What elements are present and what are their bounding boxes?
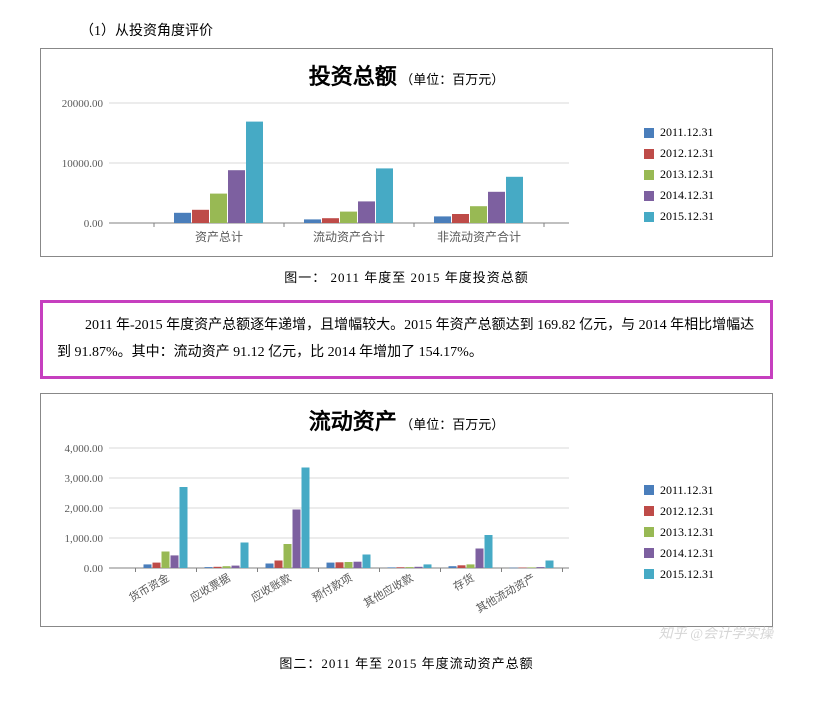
legend-label: 2014.12.31: [660, 188, 714, 203]
legend-label: 2013.12.31: [660, 525, 714, 540]
svg-text:预付款项: 预付款项: [309, 571, 354, 605]
svg-text:非流动资产合计: 非流动资产合计: [437, 229, 521, 244]
legend-swatch: [644, 527, 654, 537]
svg-text:应收票据: 应收票据: [187, 571, 232, 605]
legend-item: 2014.12.31: [644, 188, 764, 203]
svg-text:流动资产合计: 流动资产合计: [313, 229, 385, 244]
legend-item: 2013.12.31: [644, 167, 764, 182]
svg-text:20000.00: 20000.00: [62, 98, 104, 110]
legend-item: 2012.12.31: [644, 146, 764, 161]
legend-label: 2015.12.31: [660, 209, 714, 224]
legend-item: 2015.12.31: [644, 567, 764, 582]
watermark: 知乎 @会计学实操: [40, 623, 773, 643]
highlight-text: 2011 年-2015 年度资产总额逐年递增，且增幅较大。2015 年资产总额达…: [40, 300, 773, 379]
legend-item: 2015.12.31: [644, 209, 764, 224]
svg-text:1,000.00: 1,000.00: [65, 533, 104, 545]
legend-label: 2012.12.31: [660, 504, 714, 519]
legend-label: 2015.12.31: [660, 567, 714, 582]
svg-text:10000.00: 10000.00: [62, 158, 104, 170]
chart1-title: 投资总额: [309, 64, 397, 89]
section-heading: （1）从投资角度评价: [80, 20, 773, 40]
chart2-legend: 2011.12.31 2012.12.31 2013.12.31 2014.12.31…: [636, 442, 764, 622]
legend-item: 2012.12.31: [644, 504, 764, 519]
svg-text:0.00: 0.00: [84, 218, 104, 230]
legend-label: 2011.12.31: [660, 125, 714, 140]
chart1-title-row: 投资总额 （单位：百万元）: [49, 59, 764, 91]
legend-swatch: [644, 485, 654, 495]
svg-text:资产总计: 资产总计: [195, 230, 243, 244]
svg-text:存货: 存货: [450, 571, 476, 594]
legend-swatch: [644, 128, 654, 138]
legend-item: 2011.12.31: [644, 483, 764, 498]
svg-text:其他流动资产: 其他流动资产: [473, 571, 537, 616]
svg-text:3,000.00: 3,000.00: [65, 473, 104, 485]
chart1-panel: 投资总额 （单位：百万元） 0.00 10000.00 20000.00 资产总计 流动…: [40, 48, 773, 257]
svg-text:其他应收款: 其他应收款: [361, 571, 416, 611]
chart1-subtitle: （单位：百万元）: [400, 72, 504, 87]
chart2-title-row: 流动资产 （单位：百万元）: [49, 404, 764, 436]
legend-label: 2014.12.31: [660, 546, 714, 561]
chart2-caption: 图二：2011 年至 2015 年度流动资产总额: [40, 653, 773, 672]
legend-swatch: [644, 506, 654, 516]
svg-text:应收账款: 应收账款: [248, 571, 293, 605]
svg-text:货币资金: 货币资金: [126, 571, 171, 605]
chart1-legend: 2011.12.31 2012.12.31 2013.12.31 2014.12.31…: [636, 97, 764, 252]
legend-label: 2012.12.31: [660, 146, 714, 161]
svg-text:4,000.00: 4,000.00: [65, 443, 104, 455]
legend-item: 2014.12.31: [644, 546, 764, 561]
legend-swatch: [644, 212, 654, 222]
chart2-subtitle: （单位：百万元）: [400, 417, 504, 432]
chart2-plot: 0.00 1,000.00 2,000.00 3,000.00 4,000.00 货币资金…: [49, 442, 636, 622]
legend-item: 2011.12.31: [644, 125, 764, 140]
legend-item: 2013.12.31: [644, 525, 764, 540]
svg-text:0.00: 0.00: [84, 563, 104, 575]
svg-text:2,000.00: 2,000.00: [65, 503, 104, 515]
chart1-caption: 图一： 2011 年度至 2015 年度投资总额: [40, 267, 773, 286]
legend-swatch: [644, 149, 654, 159]
chart2-panel: 流动资产 （单位：百万元） 0.00 1,000.00 2,000.00 3,000.…: [40, 393, 773, 627]
legend-swatch: [644, 170, 654, 180]
legend-swatch: [644, 191, 654, 201]
chart2-title: 流动资产: [309, 409, 397, 434]
legend-label: 2013.12.31: [660, 167, 714, 182]
legend-swatch: [644, 569, 654, 579]
legend-swatch: [644, 548, 654, 558]
chart1-plot: 0.00 10000.00 20000.00 资产总计 流动资产合计 非流动资产合计: [49, 97, 636, 252]
legend-label: 2011.12.31: [660, 483, 714, 498]
